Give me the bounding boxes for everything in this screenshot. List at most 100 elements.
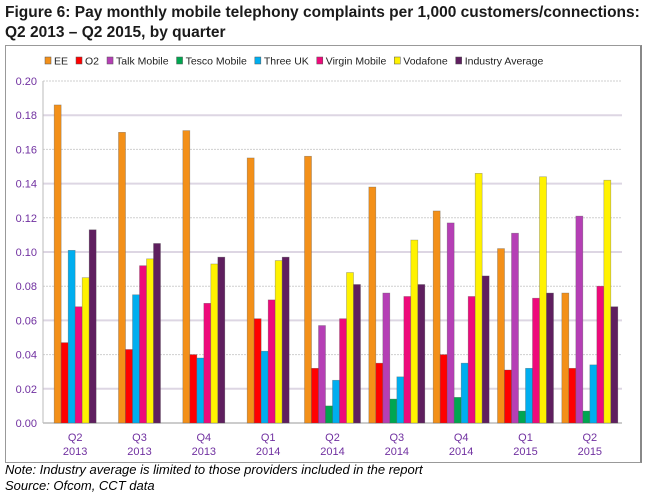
legend-label: Tesco Mobile xyxy=(186,56,247,68)
bar-three-uk xyxy=(589,364,598,424)
bar-vodafone xyxy=(603,179,612,424)
x-tick-label: 2014 xyxy=(256,446,280,458)
bar-three-uk xyxy=(260,350,269,424)
bar-virgin-mobile xyxy=(467,296,476,424)
bar-tesco-mobile xyxy=(389,398,398,424)
bar-vodafone xyxy=(539,176,547,424)
x-tick-label: Q1 xyxy=(261,432,276,444)
legend-label: Talk Mobile xyxy=(116,56,169,68)
y-tick-label: 0.10 xyxy=(16,247,37,259)
bar-virgin-mobile xyxy=(74,306,83,424)
legend-swatch xyxy=(176,56,183,65)
bar-virgin-mobile xyxy=(596,285,605,424)
x-tick-label: 2014 xyxy=(320,446,344,458)
bar-virgin-mobile xyxy=(532,297,540,424)
bar-ee xyxy=(304,155,312,424)
bar-talk-mobile xyxy=(511,232,519,424)
legend-swatch xyxy=(44,56,52,65)
y-tick-label: 0.00 xyxy=(16,418,37,430)
bar-virgin-mobile xyxy=(203,302,212,424)
bar-vodafone xyxy=(410,239,419,424)
y-tick-label: 0.04 xyxy=(16,350,37,362)
y-tick-label: 0.20 xyxy=(16,76,37,88)
bar-o2 xyxy=(125,349,133,424)
x-tick-label: Q2 xyxy=(68,432,83,444)
legend-label: Virgin Mobile xyxy=(326,56,387,68)
legend-label: EE xyxy=(54,56,68,68)
bar-industry-average xyxy=(88,229,97,424)
legend-swatch xyxy=(455,56,462,65)
bar-talk-mobile xyxy=(575,215,584,424)
bar-o2 xyxy=(504,369,512,424)
bar-virgin-mobile xyxy=(339,318,347,424)
bar-virgin-mobile xyxy=(139,265,147,424)
legend-swatch xyxy=(106,56,114,65)
bar-three-uk xyxy=(525,367,533,424)
bar-industry-average xyxy=(610,306,619,424)
x-tick-label: Q2 xyxy=(325,432,340,444)
y-tick-label: 0.06 xyxy=(16,315,37,327)
bar-vodafone xyxy=(346,272,354,424)
legend-swatch xyxy=(394,56,401,65)
bar-o2 xyxy=(311,367,319,424)
bar-three-uk xyxy=(132,294,140,424)
x-tick-label: 2014 xyxy=(449,446,473,458)
bar-three-uk xyxy=(460,362,469,424)
bar-ee xyxy=(118,132,126,424)
bar-ee xyxy=(432,210,441,424)
figure-title: Figure 6: Pay monthly mobile telephony c… xyxy=(5,3,640,43)
source-text: Source: Ofcom, CCT data xyxy=(5,478,155,493)
x-tick-label: 2015 xyxy=(578,446,602,458)
legend-swatch xyxy=(75,56,83,65)
notes: Note: Industry average is limited to tho… xyxy=(5,462,423,494)
bar-o2 xyxy=(375,362,384,424)
bar-industry-average xyxy=(546,292,554,424)
x-tick-label: Q4 xyxy=(196,432,211,444)
bar-vodafone xyxy=(274,260,283,424)
bar-o2 xyxy=(189,354,198,424)
bar-o2 xyxy=(568,367,577,424)
x-tick-label: Q4 xyxy=(454,432,469,444)
x-tick-label: Q3 xyxy=(132,432,147,444)
bar-talk-mobile xyxy=(382,292,391,424)
bar-industry-average xyxy=(417,284,426,424)
bar-o2 xyxy=(253,318,262,424)
legend-swatch xyxy=(254,56,262,65)
bar-virgin-mobile xyxy=(267,299,276,424)
bar-ee xyxy=(368,186,377,424)
x-tick-label: 2013 xyxy=(63,446,87,458)
bar-industry-average xyxy=(153,243,161,424)
bar-vodafone xyxy=(210,263,219,424)
bar-ee xyxy=(246,157,255,424)
y-tick-label: 0.12 xyxy=(16,213,37,225)
bar-talk-mobile xyxy=(446,222,455,424)
bar-industry-average xyxy=(217,256,226,424)
bar-vodafone xyxy=(81,277,90,424)
legend-label: Vodafone xyxy=(403,56,448,68)
x-tick-label: Q2 xyxy=(582,432,597,444)
y-tick-label: 0.16 xyxy=(16,144,37,156)
bar-industry-average xyxy=(281,256,290,424)
bar-ee xyxy=(53,104,62,424)
bar-o2 xyxy=(439,354,448,424)
bar-three-uk xyxy=(396,376,405,424)
x-tick-label: Q3 xyxy=(389,432,404,444)
legend-label: Industry Average xyxy=(465,56,544,68)
legend-label: O2 xyxy=(85,56,99,68)
bar-talk-mobile xyxy=(318,325,326,424)
legend-swatch xyxy=(316,56,324,65)
legend-label: Three UK xyxy=(264,56,309,68)
note-text: Note: Industry average is limited to tho… xyxy=(5,462,423,477)
bar-vodafone xyxy=(474,173,483,424)
bar-tesco-mobile xyxy=(518,410,526,424)
bar-three-uk xyxy=(332,379,340,424)
y-tick-label: 0.18 xyxy=(16,110,37,122)
y-tick-label: 0.02 xyxy=(16,384,37,396)
y-tick-label: 0.08 xyxy=(16,281,37,293)
bar-ee xyxy=(497,248,505,424)
x-tick-label: 2014 xyxy=(385,446,409,458)
bar-tesco-mobile xyxy=(453,397,462,424)
bar-industry-average xyxy=(353,284,361,424)
x-tick-label: Q1 xyxy=(518,432,533,444)
